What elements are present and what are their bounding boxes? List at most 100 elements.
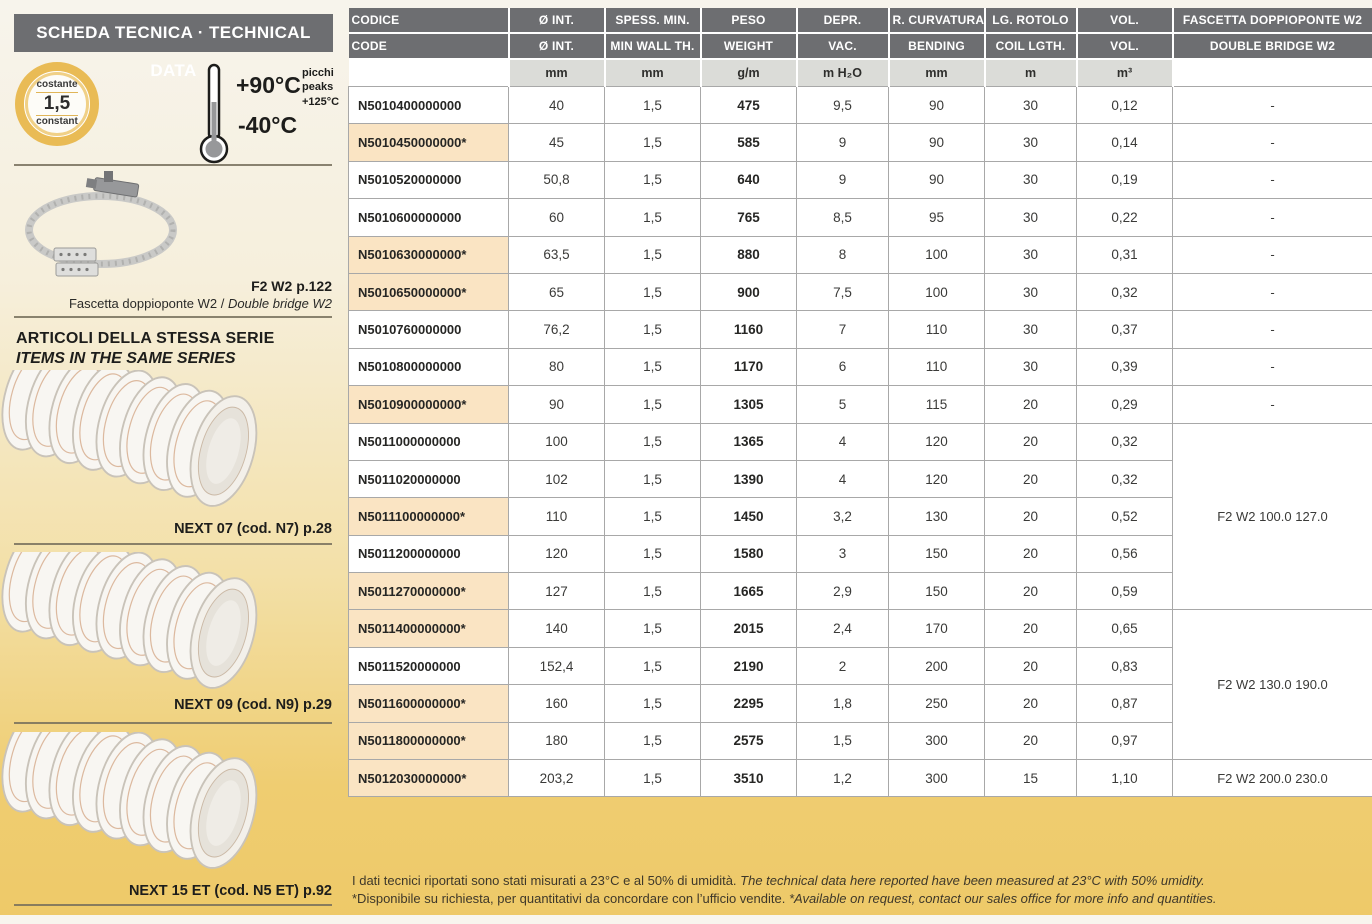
volume-cell: 0,22 [1076, 198, 1173, 237]
volume-cell: 0,12 [1076, 85, 1173, 125]
weight-cell: 2295 [700, 684, 797, 723]
coil-length-cell: 30 [984, 123, 1077, 162]
code-cell: N5011020000000 [348, 459, 509, 499]
bridge-clamp-cell: - [1172, 85, 1372, 125]
code-cell: N5010800000000 [348, 347, 509, 387]
min-wall-cell: 1,5 [604, 272, 701, 312]
volume-cell: 0,14 [1076, 123, 1173, 162]
column-header: CODICE [348, 8, 510, 34]
units-row: mm mm g/m m H₂O mm m m³ [348, 59, 1372, 87]
bending-radius-cell: 300 [888, 721, 985, 761]
footer-note: I dati tecnici riportati sono stati misu… [352, 872, 1366, 907]
badge-value: 1,5 [43, 92, 71, 114]
volume-cell: 0,52 [1076, 497, 1173, 536]
min-wall-cell: 1,5 [604, 721, 701, 761]
series-title-it: ARTICOLI DELLA STESSA SERIE [16, 330, 275, 347]
bending-radius-cell: 170 [888, 609, 985, 648]
unit-cell: m [984, 59, 1078, 87]
inner-diameter-cell: 160 [508, 684, 605, 723]
clamp-caption-sep: / [217, 296, 228, 311]
coil-length-cell: 30 [984, 272, 1077, 312]
hose-image-next09 [0, 552, 326, 712]
unit-cell: mm [888, 59, 986, 87]
coil-length-cell: 20 [984, 422, 1077, 461]
code-cell: N5010400000000 [348, 85, 509, 125]
weight-cell: 585 [700, 123, 797, 162]
weight-cell: 475 [700, 85, 797, 125]
bending-radius-cell: 90 [888, 160, 985, 200]
vacuum-cell: 4 [796, 422, 889, 461]
vacuum-cell: 9,5 [796, 85, 889, 125]
footer-line1-en: The technical data here reported have be… [740, 873, 1205, 888]
hose-clamp-illustration [25, 171, 177, 277]
inner-diameter-cell: 152,4 [508, 646, 605, 686]
inner-diameter-cell: 63,5 [508, 235, 605, 274]
coil-length-cell: 30 [984, 235, 1077, 274]
bridge-clamp-cell: F2 W2 100.0 127.0 [1172, 422, 1372, 611]
inner-diameter-cell: 50,8 [508, 160, 605, 200]
temperature-peaks: picchi peaks +125°C [302, 66, 339, 109]
column-header: SPESS. MIN. [604, 8, 702, 34]
min-wall-cell: 1,5 [604, 347, 701, 387]
table-row: N5011520000000 152,4 1,5 2190 2 200 20 0,83 [348, 646, 1372, 686]
inner-diameter-cell: 120 [508, 534, 605, 574]
min-wall-cell: 1,5 [604, 123, 701, 162]
bending-radius-cell: 130 [888, 497, 985, 536]
volume-cell: 0,31 [1076, 235, 1173, 274]
column-header: VOL. [1076, 33, 1174, 60]
inner-diameter-cell: 76,2 [508, 310, 605, 349]
inner-diameter-cell: 100 [508, 422, 605, 461]
min-wall-cell: 1,5 [604, 759, 701, 798]
weight-cell: 1580 [700, 534, 797, 574]
volume-cell: 0,32 [1076, 422, 1173, 461]
inner-diameter-cell: 90 [508, 385, 605, 424]
coil-length-cell: 30 [984, 160, 1077, 200]
min-wall-cell: 1,5 [604, 310, 701, 349]
badge-label-en: constant [36, 116, 78, 128]
table-row: N5010520000000 50,8 1,5 640 9 90 30 0,19- [348, 160, 1372, 200]
table-row: N5010600000000 60 1,5 765 8,5 95 30 0,22- [348, 198, 1372, 237]
table-row: N5010450000000* 45 1,5 585 9 90 30 0,14- [348, 123, 1372, 162]
weight-cell: 2015 [700, 609, 797, 648]
series-item-next07: NEXT 07 (cod. N7) p.28 [174, 521, 332, 537]
min-wall-cell: 1,5 [604, 85, 701, 125]
volume-cell: 0,39 [1076, 347, 1173, 387]
series-item-next15et: NEXT 15 ET (cod. N5 ET) p.92 [128, 883, 332, 899]
table-row: N5010400000000 40 1,5 475 9,5 90 30 0,12- [348, 85, 1372, 125]
volume-cell: 0,56 [1076, 534, 1173, 574]
column-header: CODE [348, 33, 510, 60]
volume-cell: 0,19 [1076, 160, 1173, 200]
unit-cell: g/m [700, 59, 798, 87]
inner-diameter-cell: 110 [508, 497, 605, 536]
bending-radius-cell: 120 [888, 459, 985, 499]
code-cell: N5010450000000* [348, 123, 509, 162]
vacuum-cell: 9 [796, 123, 889, 162]
peaks-value: +125°C [302, 95, 340, 108]
vacuum-cell: 5 [796, 385, 889, 424]
footer-line-1: I dati tecnici riportati sono stati misu… [352, 872, 1366, 890]
table-row: N5012030000000* 203,2 1,5 3510 1,2 300 15 1,10 F… [348, 759, 1372, 798]
column-header: FASCETTA DOPPIOPONTE W2 [1172, 8, 1372, 34]
vacuum-cell: 7 [796, 310, 889, 349]
vacuum-cell: 3 [796, 534, 889, 574]
vacuum-cell: 1,2 [796, 759, 889, 798]
volume-cell: 0,83 [1076, 646, 1173, 686]
code-cell: N5011270000000* [348, 572, 509, 611]
table-row: N5011020000000 102 1,5 1390 4 120 20 0,32 [348, 459, 1372, 499]
clamp-caption-en: Double bridge W2 [227, 296, 332, 311]
column-header: COIL LGTH. [984, 33, 1078, 60]
weight-cell: 1365 [700, 422, 797, 461]
bending-radius-cell: 100 [888, 235, 985, 274]
badge-label-it: costante [36, 79, 78, 91]
code-cell: N5010900000000* [348, 385, 509, 424]
vacuum-cell: 4 [796, 459, 889, 499]
column-header: Ø INT. [508, 8, 606, 34]
min-wall-cell: 1,5 [604, 534, 701, 574]
min-wall-cell: 1,5 [604, 198, 701, 237]
weight-cell: 1390 [700, 459, 797, 499]
page-title: SCHEDA TECNICA · TECHNICAL DATA [14, 14, 333, 80]
weight-cell: 900 [700, 272, 797, 312]
coil-length-cell: 15 [984, 759, 1077, 798]
column-header: DOUBLE BRIDGE W2 [1172, 33, 1372, 60]
volume-cell: 0,97 [1076, 721, 1173, 761]
